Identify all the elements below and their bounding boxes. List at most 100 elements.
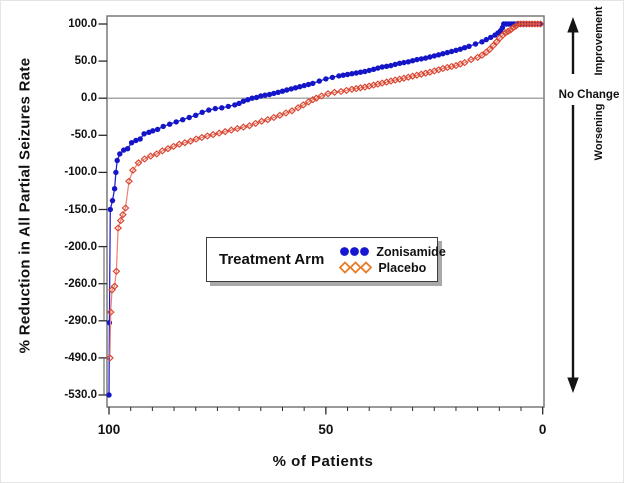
placebo-marker	[146, 152, 155, 160]
placebo-marker	[164, 145, 172, 153]
placebo-marker	[492, 38, 501, 46]
y-tick-label: 50.0	[74, 55, 97, 68]
zonisamide-marker	[444, 49, 450, 56]
placebo-marker	[522, 20, 531, 28]
y-tick-label: -50.0	[70, 129, 97, 142]
placebo-marker	[467, 55, 476, 64]
zonisamide-marker	[362, 68, 368, 75]
zonisamide-marker	[427, 54, 433, 60]
legend-entry-placebo: Placebo	[339, 260, 445, 275]
zonisamide-marker	[106, 392, 112, 398]
placebo-marker	[110, 282, 119, 290]
legend-entry-zonisamide: Zonisamide	[339, 244, 446, 259]
zonisamide-marker	[340, 72, 346, 78]
worsening-arrowhead	[567, 377, 579, 393]
zonisamide-marker	[316, 78, 322, 84]
zonisamide-marker	[472, 41, 479, 47]
placebo-marker	[498, 31, 507, 39]
x-tick-label: 100	[97, 422, 121, 437]
placebo-marker	[239, 123, 248, 131]
zonisamide-marker	[137, 136, 143, 142]
legend-label-zonisamide: Zonisamide	[376, 244, 446, 259]
y-tick-label: -200.0	[64, 240, 97, 253]
zonisamide-marker	[357, 69, 364, 75]
zonisamide-marker	[323, 76, 329, 82]
legend-label-placebo: Placebo	[378, 260, 427, 275]
zonisamide-marker	[422, 55, 429, 61]
placebo-marker	[263, 116, 272, 124]
zonisamide-marker	[271, 90, 277, 97]
zonisamide-marker	[193, 112, 199, 119]
legend-title: Treatment Arm	[219, 251, 325, 268]
placebo-marker	[114, 224, 123, 232]
zonisamide-marker	[167, 121, 173, 127]
zonisamide-marker	[336, 73, 342, 79]
zonisamide-marker	[414, 56, 420, 63]
y-tick-label: -490.0	[64, 351, 97, 364]
placebo-marker	[317, 92, 326, 100]
zonisamide-marker	[396, 60, 403, 66]
placebo-marker	[308, 96, 317, 104]
zonisamide-marker	[453, 47, 459, 53]
zonisamide-marker	[297, 84, 303, 90]
placebo-marker	[509, 24, 518, 32]
placebo-marker	[233, 124, 242, 133]
placebo-marker	[197, 133, 206, 142]
placebo-marker	[489, 41, 498, 50]
plot-frame	[106, 15, 545, 408]
placebo-marker	[134, 159, 143, 167]
zonisamide-marker	[173, 119, 179, 125]
zonisamide-marker	[128, 140, 135, 146]
zonisamide-marker	[479, 39, 485, 45]
placebo-marker	[105, 354, 114, 362]
improvement-arrowhead	[567, 17, 579, 33]
zonisamide-marker	[288, 86, 294, 92]
zonisamide-marker	[466, 43, 472, 49]
zonisamide-marker	[329, 74, 336, 81]
placebo-marker	[118, 211, 127, 219]
zonisamide-marker	[405, 59, 411, 65]
zonisamide-marker	[133, 137, 139, 144]
placebo-marker	[152, 150, 161, 158]
zonisamide-marker	[353, 70, 359, 76]
zonisamide-marker	[258, 93, 264, 99]
placebo-marker	[125, 177, 133, 185]
zonisamide-marker	[370, 66, 377, 73]
placebo-marker	[330, 88, 339, 96]
zonisamide-marker	[305, 81, 312, 88]
placebo-marker	[519, 20, 528, 28]
placebo-marker	[128, 166, 137, 174]
zonisamide-marker	[114, 157, 120, 164]
zonisamide-marker	[206, 107, 212, 113]
zonisamide-marker	[199, 109, 205, 116]
zonisamide-marker	[275, 89, 281, 96]
placebo-marker	[485, 45, 494, 53]
zonisamide-marker	[262, 92, 268, 98]
placebo-marker	[215, 129, 224, 137]
placebo-marker	[504, 27, 512, 36]
zonisamide-marker	[236, 100, 242, 107]
zonisamide-marker	[109, 197, 116, 204]
placebo-marker	[511, 22, 520, 30]
zonisamide-marker	[418, 56, 424, 62]
zonisamide-marker	[435, 52, 442, 58]
placebo-marker	[186, 137, 195, 145]
zonisamide-marker	[401, 59, 407, 66]
legend: Treatment Arm Zonisamide Placebo	[206, 237, 446, 282]
zonisamide-marker	[219, 105, 225, 111]
placebo-marker	[227, 126, 236, 134]
placebo-marker	[180, 139, 189, 147]
zonisamide-marker	[150, 128, 156, 134]
zonisamide-marker	[117, 151, 123, 157]
placebo-marker	[525, 20, 534, 28]
zonisamide-marker	[292, 85, 299, 91]
zonisamide-marker	[383, 63, 390, 69]
zonisamide-marker	[279, 88, 286, 94]
zonisamide-marker	[245, 97, 251, 103]
y-tick-label: -100.0	[64, 166, 97, 179]
zonisamide-marker	[249, 95, 255, 101]
placebo-marker	[140, 155, 149, 163]
zonisamide-marker	[366, 67, 372, 74]
placebo-marker	[506, 26, 515, 34]
placebo-marker	[158, 147, 167, 155]
